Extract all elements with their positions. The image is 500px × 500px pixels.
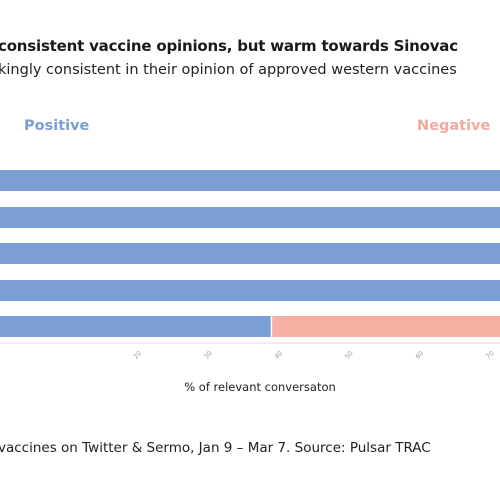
legend-positive: Positive — [24, 118, 90, 134]
x-tick-label: 20 — [132, 349, 144, 361]
bar-negative-5 — [271, 316, 500, 337]
bar-positive-1 — [0, 170, 500, 191]
x-tick-label: 60 — [414, 349, 426, 361]
chart-subtitle: kingly consistent in their opinion of ap… — [0, 62, 457, 78]
bar-positive-4 — [0, 280, 500, 301]
legend-negative: Negative — [417, 118, 491, 134]
x-tick-label: 30 — [202, 349, 214, 361]
x-tick-label: 50 — [343, 349, 355, 361]
x-tick-label: 40 — [273, 349, 285, 361]
bar-positive-3 — [0, 243, 500, 264]
footnote: vaccines on Twitter & Sermo, Jan 9 – Mar… — [0, 440, 431, 456]
x-tick-label: 70 — [484, 349, 496, 361]
chart-title: consistent vaccine opinions, but warm to… — [0, 37, 458, 55]
x-axis-label: % of relevant conversaton — [184, 380, 336, 394]
bar-positive-2 — [0, 207, 500, 228]
bar-positive-5 — [0, 316, 272, 337]
